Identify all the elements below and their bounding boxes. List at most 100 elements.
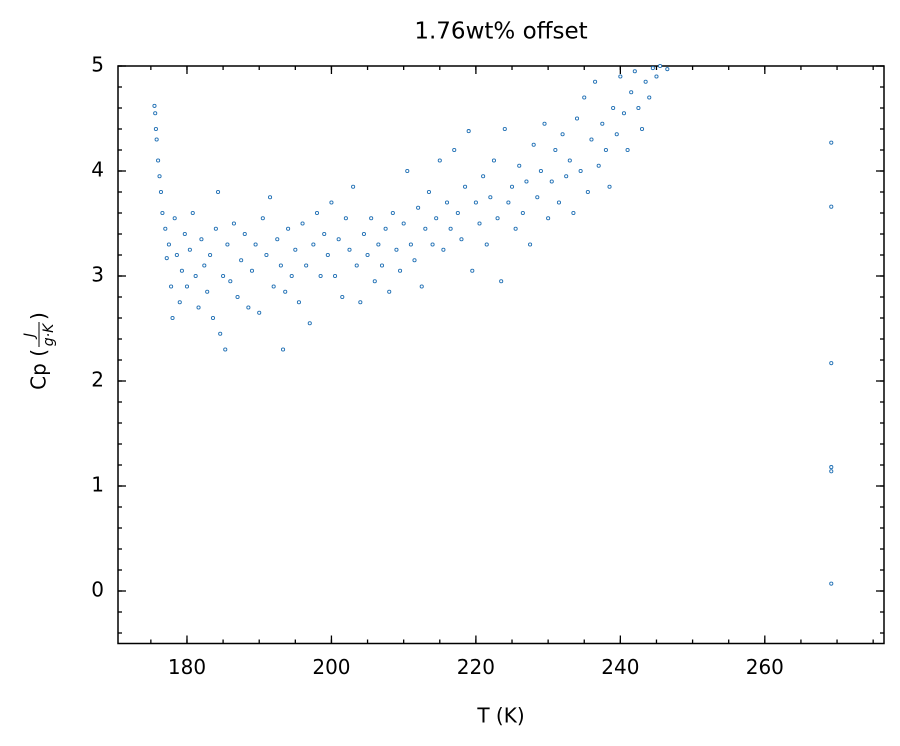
data-point [430, 242, 435, 247]
data-point [611, 105, 616, 111]
y-tick-label: 5 [91, 53, 104, 77]
data-point [223, 347, 228, 352]
data-point [239, 258, 244, 263]
data-point [564, 174, 569, 179]
data-point [318, 273, 323, 279]
data-point [205, 289, 210, 294]
data-point [158, 189, 164, 195]
data-point [632, 69, 637, 74]
data-point [491, 158, 497, 163]
data-point [829, 204, 834, 209]
data-point [271, 284, 276, 289]
data-point [423, 226, 428, 231]
data-point [434, 216, 439, 221]
data-point [311, 242, 316, 247]
data-point [448, 226, 453, 231]
data-point [614, 132, 619, 137]
y-tick-label: 0 [91, 578, 104, 602]
data-point [398, 268, 403, 273]
data-point [228, 279, 233, 284]
x-tick-label: 260 [746, 655, 784, 679]
data-point [231, 221, 236, 226]
data-point [459, 237, 464, 242]
data-point [444, 200, 450, 205]
data-point [347, 247, 352, 252]
x-tick-label: 240 [601, 655, 639, 679]
data-point [589, 137, 594, 142]
data-point [654, 74, 659, 79]
data-point [225, 242, 230, 247]
y-label-prefix: Cp ( [27, 349, 51, 390]
data-point [213, 226, 218, 231]
data-point [574, 116, 580, 121]
data-point [441, 247, 446, 252]
data-point [187, 247, 192, 252]
data-point [452, 147, 457, 153]
data-point [264, 252, 269, 258]
data-point [829, 140, 834, 145]
y-tick-label: 3 [91, 263, 104, 287]
data-point [553, 147, 558, 153]
data-point [177, 300, 182, 305]
data-point [307, 321, 312, 326]
data-point [351, 184, 356, 189]
data-point [455, 210, 460, 216]
data-point [215, 189, 221, 195]
data-point [182, 231, 187, 237]
data-point [600, 121, 605, 126]
data-point [153, 126, 158, 132]
x-tick-label: 180 [168, 655, 206, 679]
data-point [488, 195, 493, 200]
data-point [253, 242, 258, 247]
data-point [829, 465, 834, 470]
data-point [286, 226, 291, 231]
y-tick-label: 1 [91, 473, 104, 497]
data-point [202, 263, 207, 268]
data-point [154, 137, 159, 142]
data-point [160, 210, 165, 216]
data-point [210, 315, 216, 321]
data-point [546, 216, 551, 221]
data-point [172, 216, 177, 221]
data-point [829, 581, 834, 586]
data-point [437, 158, 442, 163]
data-point [365, 252, 370, 258]
data-point [650, 66, 655, 71]
data-point [246, 305, 251, 310]
data-point [593, 79, 598, 84]
data-point [625, 147, 630, 153]
data-point [322, 231, 327, 237]
data-point [278, 263, 283, 268]
data-point [535, 195, 540, 200]
y-tick-label: 4 [91, 158, 104, 182]
data-point [260, 216, 265, 221]
chart-title: 1.76wt% offset [414, 19, 587, 45]
data-point [416, 205, 421, 210]
data-point [358, 300, 363, 305]
data-point [390, 210, 395, 216]
data-point [157, 174, 162, 179]
y-tick-label: 2 [91, 368, 104, 392]
y-label-suffix: ) [27, 312, 51, 320]
data-point [484, 242, 489, 247]
data-point [509, 184, 515, 189]
data-point [582, 95, 587, 100]
data-point [585, 189, 590, 195]
data-point [829, 469, 834, 474]
data-point [520, 210, 525, 216]
data-point [280, 347, 286, 352]
data-point [502, 126, 507, 132]
x-tick-label: 200 [312, 655, 350, 679]
data-point [665, 67, 670, 72]
data-point [531, 142, 536, 147]
data-point [607, 184, 612, 189]
data-point [340, 294, 345, 300]
data-point [603, 147, 608, 153]
data-point [314, 210, 320, 216]
data-point [560, 132, 565, 137]
data-point [387, 289, 392, 294]
data-point [293, 247, 298, 252]
data-point [325, 252, 330, 258]
data-point [578, 168, 583, 174]
data-point [257, 310, 262, 315]
